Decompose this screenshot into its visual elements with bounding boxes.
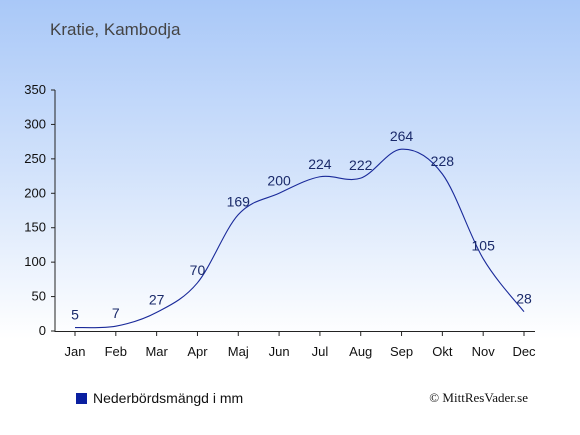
x-tick-label: Jul: [312, 344, 329, 359]
data-label: 200: [267, 172, 291, 188]
x-tick-label: Jan: [65, 344, 86, 359]
legend-label: Nederbördsmängd i mm: [93, 390, 244, 406]
legend: Nederbördsmängd i mm: [76, 390, 243, 406]
data-label: 27: [149, 291, 165, 307]
data-label: 28: [516, 291, 532, 307]
data-label: 105: [472, 238, 496, 254]
data-label: 169: [227, 194, 251, 210]
x-tick-label: Mar: [145, 344, 168, 359]
data-label: 224: [308, 156, 332, 172]
series-line: [74, 148, 525, 329]
chart-title: Kratie, Kambodja: [50, 20, 181, 39]
x-tick-label: Dec: [512, 344, 536, 359]
data-label: 228: [431, 153, 455, 169]
x-tick-label: Aug: [349, 344, 372, 359]
y-tick-label: 150: [24, 220, 46, 235]
x-tick-label: Okt: [432, 344, 453, 359]
x-tick-label: Nov: [472, 344, 496, 359]
y-tick-label: 350: [24, 82, 46, 97]
x-tick-label: Feb: [105, 344, 127, 359]
data-label: 264: [390, 128, 414, 144]
x-tick-label: Apr: [187, 344, 208, 359]
credit-text: © MittResVader.se: [429, 390, 528, 405]
y-tick-label: 0: [39, 323, 46, 338]
x-tick-label: Sep: [390, 344, 413, 359]
data-label: 70: [190, 262, 206, 278]
y-tick-label: 200: [24, 185, 46, 200]
data-label: 7: [112, 305, 120, 321]
x-tick-label: Jun: [269, 344, 290, 359]
legend-swatch: [76, 392, 87, 404]
y-tick-label: 250: [24, 151, 46, 166]
x-tick-label: Maj: [228, 344, 249, 359]
y-tick-label: 100: [24, 254, 46, 269]
y-tick-label: 50: [32, 289, 46, 304]
data-label: 5: [71, 307, 79, 323]
y-tick-label: 300: [24, 116, 46, 131]
data-label: 222: [349, 157, 373, 173]
